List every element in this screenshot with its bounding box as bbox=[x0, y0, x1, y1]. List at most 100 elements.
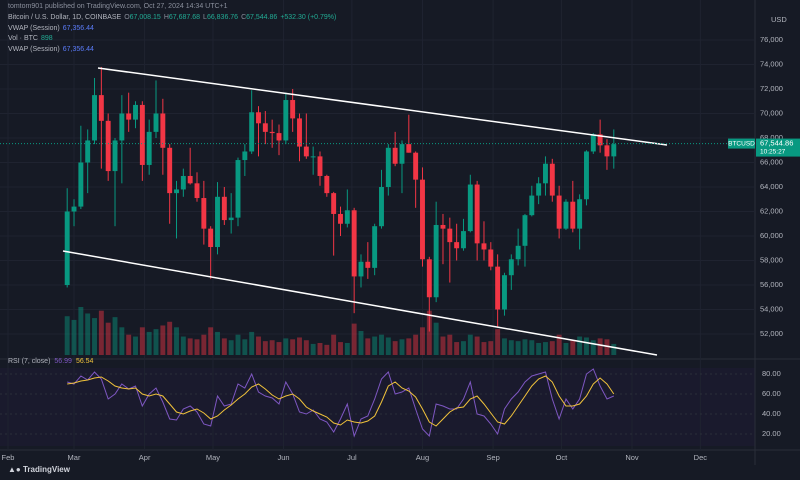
attribution: tomtom901 published on TradingView.com, … bbox=[8, 3, 228, 10]
candle-body bbox=[351, 210, 357, 277]
legend-row: VWAP (Session) 67,356.44 bbox=[8, 45, 339, 56]
candle-body bbox=[310, 156, 316, 158]
volume-bar bbox=[536, 343, 542, 355]
volume-bar bbox=[187, 338, 193, 355]
candle-body bbox=[399, 144, 405, 164]
candle-body bbox=[180, 175, 186, 190]
candle-body bbox=[71, 206, 77, 212]
candle-body bbox=[208, 228, 214, 248]
candle-body bbox=[522, 215, 528, 246]
candle-body bbox=[474, 184, 480, 244]
volume-bar bbox=[351, 323, 357, 355]
trendline bbox=[62, 250, 658, 356]
candle-body bbox=[201, 198, 207, 229]
volume-bar bbox=[372, 336, 378, 355]
candle-body bbox=[194, 183, 200, 199]
candle-body bbox=[426, 259, 432, 298]
symbol-tag-text: BTCUSD bbox=[728, 140, 755, 147]
volume-bar bbox=[474, 336, 480, 355]
volume-bar bbox=[269, 340, 275, 355]
candle-body bbox=[611, 144, 617, 157]
volume-bar bbox=[365, 338, 371, 355]
candle-body bbox=[269, 131, 275, 134]
ohlc-value: 66,836.76 bbox=[206, 13, 239, 21]
symbol-tag bbox=[728, 138, 755, 149]
candle-body bbox=[153, 113, 159, 132]
volume-bar bbox=[549, 341, 555, 355]
candle-body bbox=[139, 104, 145, 165]
volume-bar bbox=[98, 310, 104, 355]
y-tick-label: 52,000 bbox=[760, 329, 783, 338]
candle-body bbox=[303, 146, 309, 157]
volume-bar bbox=[71, 319, 77, 355]
volume-bar bbox=[85, 313, 91, 355]
volume-bar bbox=[488, 341, 494, 355]
candle-body bbox=[543, 163, 548, 184]
volume-bar bbox=[112, 317, 118, 355]
candle-body bbox=[584, 151, 589, 200]
candle-body bbox=[119, 113, 125, 141]
volume-bar bbox=[392, 341, 398, 355]
candle-body bbox=[508, 259, 514, 276]
volume-bar bbox=[467, 334, 473, 355]
x-tick-label: Jun bbox=[278, 453, 290, 462]
x-tick-label: Apr bbox=[139, 453, 151, 462]
currency-label: USD bbox=[771, 15, 787, 24]
candle-body bbox=[440, 224, 446, 229]
candle-body bbox=[529, 195, 535, 216]
volume-bar bbox=[180, 336, 186, 355]
x-tick-label: Aug bbox=[416, 453, 429, 462]
volume-bar bbox=[208, 327, 214, 355]
rsi-readout: 56.54 bbox=[75, 358, 94, 365]
volume-bar bbox=[570, 340, 576, 355]
candle-body bbox=[447, 228, 453, 243]
candle-body bbox=[556, 195, 562, 229]
rsi-line bbox=[67, 368, 615, 438]
candle-body bbox=[467, 184, 473, 232]
candle-body bbox=[536, 183, 542, 196]
volume-bar bbox=[119, 327, 125, 355]
y-tick-label: 64,000 bbox=[760, 182, 783, 191]
y-tick-label: 54,000 bbox=[760, 304, 783, 313]
candle-body bbox=[365, 261, 371, 268]
candle-body bbox=[515, 245, 521, 260]
rsi-tick-label: 80.00 bbox=[762, 369, 781, 378]
volume-bar bbox=[297, 337, 302, 355]
ohlc-value: 67,544.86 bbox=[246, 13, 278, 21]
volume-bar bbox=[577, 336, 583, 355]
candle-body bbox=[174, 189, 179, 194]
volume-bar bbox=[426, 310, 432, 355]
volume-bar bbox=[201, 334, 207, 355]
volume-bar bbox=[481, 342, 487, 355]
candle-body bbox=[167, 147, 173, 194]
countdown-text: 10:25:27 bbox=[760, 148, 786, 155]
candle-body bbox=[488, 249, 494, 267]
ohlc-label: C bbox=[241, 13, 247, 21]
legend-row: tomtom901 published on TradingView.com, … bbox=[8, 2, 339, 13]
candle-body bbox=[563, 201, 569, 229]
candle-body bbox=[379, 187, 384, 227]
volume-bar bbox=[194, 339, 200, 355]
legend-row: Vol · BTC 898 bbox=[8, 34, 339, 45]
volume-bar bbox=[228, 340, 234, 355]
indicator-name: VWAP (Session) bbox=[8, 46, 60, 54]
candle-body bbox=[85, 140, 91, 163]
x-tick-label: Oct bbox=[556, 453, 569, 462]
candle-body bbox=[454, 242, 460, 249]
candle-body bbox=[331, 193, 337, 214]
candle-body bbox=[406, 144, 412, 153]
candle-body bbox=[597, 134, 603, 146]
candle-body bbox=[262, 123, 268, 132]
candle-body bbox=[577, 199, 583, 229]
indicator-value: 67,356.44 bbox=[62, 46, 94, 54]
candle-body bbox=[98, 95, 104, 121]
candle-body bbox=[344, 210, 350, 224]
candle-body bbox=[604, 145, 610, 157]
y-tick-label: 72,000 bbox=[760, 84, 783, 93]
candle-body bbox=[283, 100, 289, 141]
ohlc-label: H bbox=[163, 13, 169, 21]
ohlc-value: 67,008.15 bbox=[129, 13, 161, 21]
candle-body bbox=[92, 95, 97, 141]
candle-body bbox=[420, 179, 425, 260]
candle-body bbox=[413, 152, 419, 180]
